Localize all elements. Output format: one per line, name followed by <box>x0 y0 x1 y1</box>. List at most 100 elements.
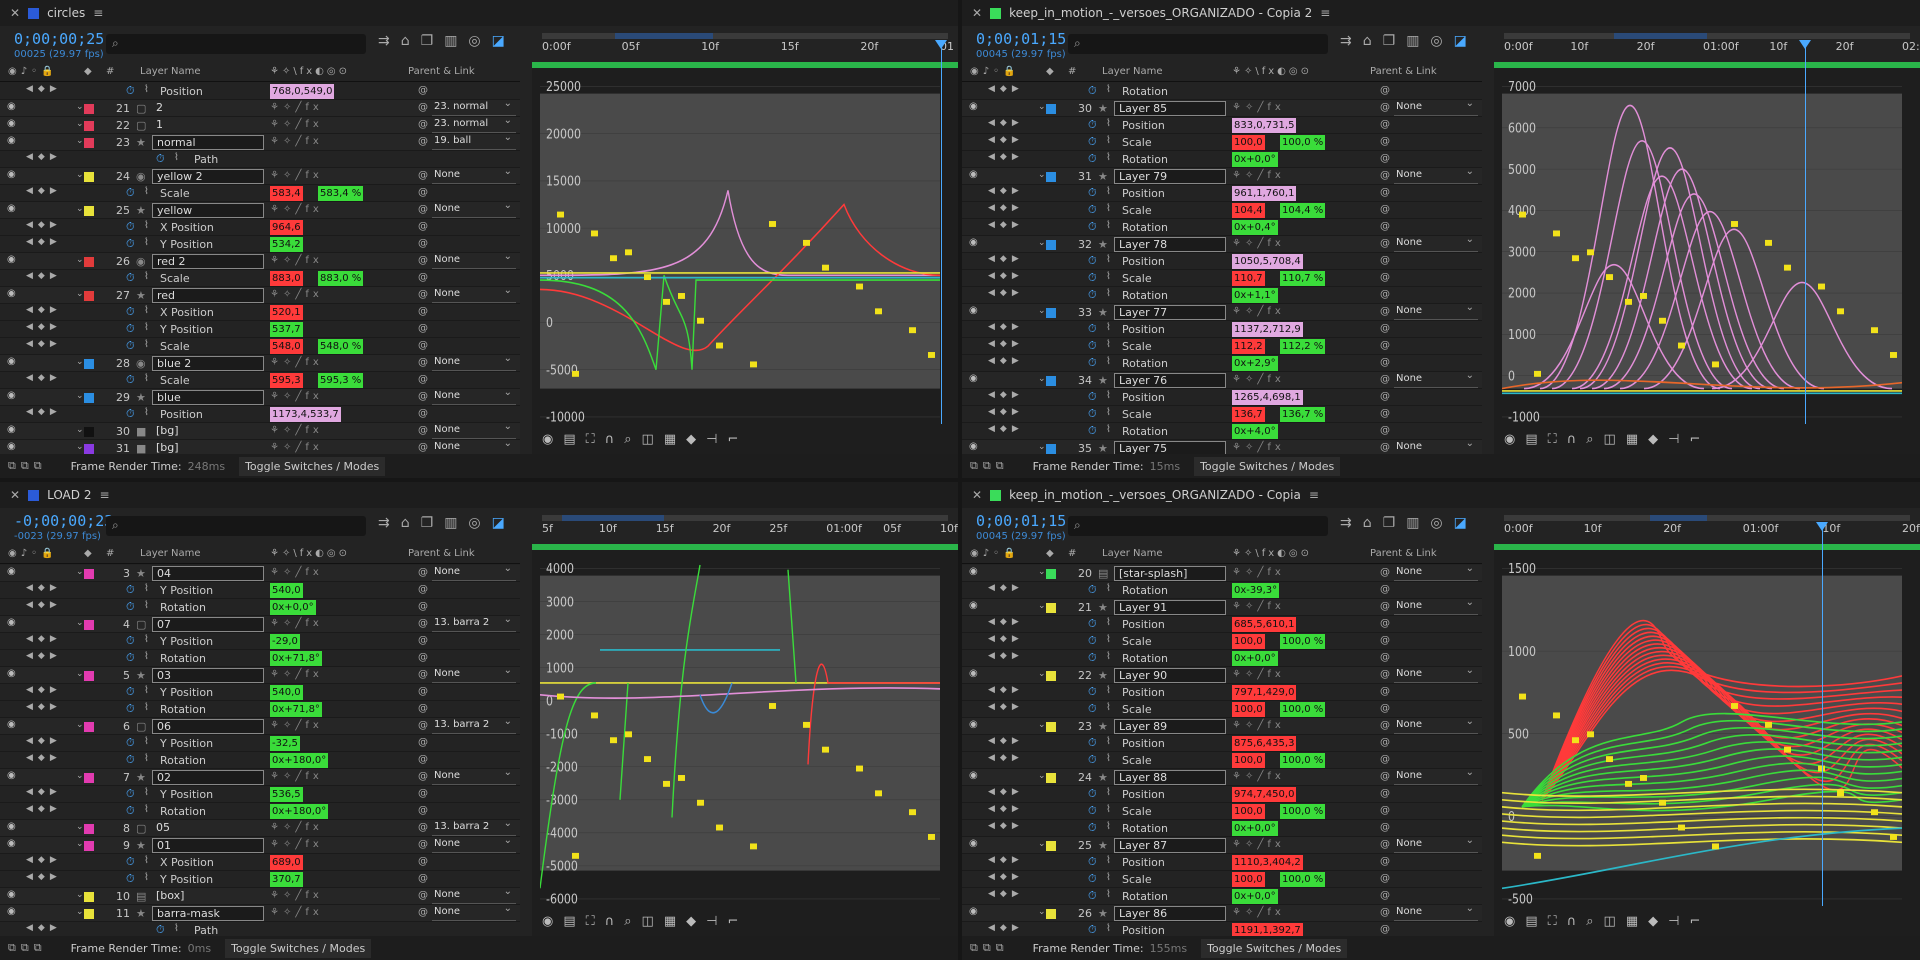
property-row[interactable]: ◀◆▶ ⏱ ⌇ Position 875,6,435,3 @ <box>962 735 1482 752</box>
stopwatch-icon[interactable]: ⏱ <box>1088 186 1097 199</box>
keyframe-nav-icons[interactable]: ◀◆▶ <box>26 152 62 162</box>
twirl-arrow-icon[interactable]: ⌄ <box>76 907 84 917</box>
pick-whip-icon[interactable]: @ <box>418 737 428 748</box>
graph-editor[interactable]: 0:00f 10f 20f 01:00f 10f 20f 02:00f 7000 6000 500… <box>1494 26 1920 454</box>
separate-dimensions-icon[interactable]: ▦ <box>663 913 677 929</box>
pick-whip-icon[interactable]: @ <box>418 187 428 198</box>
parent-dropdown[interactable]: None <box>432 166 516 184</box>
visibility-eye-icon[interactable]: ◉ <box>969 600 981 611</box>
layer-row[interactable]: ◉ ⌄ 20 ▤ [star-splash] ⚘✧╱fx @ None <box>962 565 1482 582</box>
layer-switches-icons[interactable]: ⚘✧╱fx <box>270 618 323 629</box>
keyframe-handle[interactable] <box>750 361 757 368</box>
property-value[interactable]: 0x+0,0° <box>1232 889 1278 904</box>
pick-whip-icon[interactable]: @ <box>418 289 428 300</box>
keyframe-nav-icons[interactable]: ◀◆▶ <box>988 787 1024 797</box>
graph-toggle-icon[interactable]: ⌇ <box>1106 407 1111 418</box>
keyframe-handle[interactable] <box>1553 230 1560 237</box>
current-time-display[interactable]: -0;00;00;23 <box>14 512 114 530</box>
visibility-eye-icon[interactable]: ◉ <box>969 838 981 849</box>
property-value[interactable]: 1191,1,392,7 <box>1232 923 1303 936</box>
parent-dropdown[interactable]: None <box>1394 370 1478 388</box>
status-toggle-icons[interactable]: ⧉⧉⧉ <box>8 459 47 472</box>
layer-label-color[interactable] <box>1046 104 1056 114</box>
graph-toggle-icon[interactable]: ⌇ <box>144 651 149 662</box>
twirl-arrow-icon[interactable]: ⌄ <box>76 391 84 401</box>
keyframe-handle[interactable] <box>1818 283 1825 290</box>
keyframe-nav-icons[interactable]: ◀◆▶ <box>26 787 62 797</box>
layer-name[interactable]: 05 <box>156 821 170 834</box>
layer-label-color[interactable] <box>1046 376 1056 386</box>
keyframe-handle[interactable] <box>856 765 863 772</box>
animation-curve[interactable] <box>1521 748 1903 808</box>
stopwatch-icon[interactable]: ⏱ <box>126 872 135 885</box>
current-time-indicator[interactable] <box>940 40 942 424</box>
visibility-eye-icon[interactable]: ◉ <box>969 668 981 679</box>
keyframe-nav-icons[interactable]: ◀◆▶ <box>26 685 62 695</box>
layer-name[interactable]: Layer 76 <box>1114 373 1226 388</box>
keyframe-handle[interactable] <box>663 780 670 787</box>
pick-whip-icon[interactable]: @ <box>418 686 428 697</box>
parent-dropdown[interactable]: None <box>432 421 516 439</box>
auto-bezier-icon[interactable]: ⌐ <box>727 431 739 447</box>
graph-toggle-icon[interactable]: ⌇ <box>1106 152 1111 163</box>
animation-curve[interactable] <box>1539 104 1721 390</box>
property-value-secondary[interactable]: 100,0 % <box>1280 804 1326 819</box>
property-value-secondary[interactable]: 595,3 % <box>318 373 364 388</box>
layer-switches-icons[interactable]: ⚘✧╱fx <box>270 289 323 300</box>
layer-name[interactable]: yellow 2 <box>152 169 264 184</box>
animation-curve[interactable] <box>1521 790 1903 812</box>
keyframe-nav-icons[interactable]: ◀◆▶ <box>988 583 1024 593</box>
animation-curve[interactable] <box>1541 647 1903 801</box>
keyframe-handle[interactable] <box>1837 308 1844 315</box>
pick-whip-icon[interactable]: @ <box>1380 567 1390 578</box>
pick-whip-icon[interactable]: @ <box>1380 187 1390 198</box>
pick-whip-icon[interactable]: @ <box>1380 289 1390 300</box>
pick-whip-icon[interactable]: @ <box>1380 408 1390 419</box>
twirl-arrow-icon[interactable]: ⌄ <box>76 822 84 832</box>
layer-name[interactable]: Layer 75 <box>1114 441 1226 454</box>
keyframe-handle[interactable] <box>1890 352 1897 358</box>
layer-name[interactable]: blue 2 <box>152 356 264 371</box>
property-row[interactable]: ◀◆▶ ⏱ ⌇ Rotation 0x+180,0° @ <box>0 803 520 820</box>
stopwatch-icon[interactable]: ⏱ <box>1088 702 1097 715</box>
layer-row[interactable]: ◉ ⌄ 33 ★ Layer 77 ⚘✧╱fx @ None <box>962 302 1482 321</box>
time-navigator-range[interactable] <box>1650 515 1707 521</box>
property-value[interactable]: 100,0 <box>1232 872 1265 887</box>
property-value[interactable]: 100,0 <box>1232 135 1265 150</box>
layer-label-color[interactable] <box>84 909 94 919</box>
keyframe-handle[interactable] <box>1519 211 1526 218</box>
layer-name[interactable]: [bg] <box>156 424 179 437</box>
parent-dropdown[interactable]: None <box>432 565 516 581</box>
animation-curve[interactable] <box>1501 816 1903 826</box>
twirl-arrow-icon[interactable]: ⌄ <box>1038 669 1046 679</box>
property-value[interactable]: 1110,3,404,2 <box>1232 855 1303 870</box>
keyframe-nav-icons[interactable]: ◀◆▶ <box>988 356 1024 366</box>
pick-whip-icon[interactable]: @ <box>418 204 428 215</box>
stopwatch-icon[interactable]: ⏱ <box>1088 288 1097 301</box>
graph-toggle-icon[interactable]: ⌇ <box>144 634 149 645</box>
animation-curve[interactable] <box>1541 623 1903 801</box>
parent-dropdown[interactable]: None <box>1394 565 1478 581</box>
keyframe-handle[interactable] <box>1818 765 1825 772</box>
layer-name[interactable]: yellow <box>152 203 264 218</box>
animation-curve[interactable] <box>1501 802 1903 812</box>
keyframe-nav-icons[interactable]: ◀◆▶ <box>988 634 1024 644</box>
animation-curve[interactable] <box>539 564 797 889</box>
layer-row[interactable]: ◉ ⌄ 22 ★ Layer 90 ⚘✧╱fx @ None <box>962 665 1482 684</box>
parent-dropdown[interactable]: 23. normal <box>432 115 516 133</box>
layer-label-color[interactable] <box>84 773 94 783</box>
property-row[interactable]: ◀◆▶ ⏱ ⌇ Position 833,0,731,5 @ <box>962 117 1482 134</box>
time-navigator[interactable] <box>542 33 948 39</box>
pick-whip-icon[interactable]: @ <box>1380 204 1390 215</box>
animation-curve[interactable] <box>1521 719 1903 808</box>
panel-menu-icon[interactable]: ≡ <box>99 488 110 502</box>
graph-editor-icon[interactable]: ◪ <box>1453 515 1467 531</box>
twirl-arrow-icon[interactable]: ⌄ <box>76 669 84 679</box>
layer-switches-icons[interactable]: ⚘✧╱fx <box>1232 669 1285 680</box>
keyframe-nav-icons[interactable]: ◀◆▶ <box>988 872 1024 882</box>
property-row[interactable]: ◀◆▶ ⏱ ⌇ Position 974,7,450,0 @ <box>962 786 1482 803</box>
graph-toggle-icon[interactable]: ⌇ <box>144 186 149 197</box>
pick-whip-icon[interactable]: @ <box>418 771 428 782</box>
graph-toggle-icon[interactable]: ⌇ <box>1106 339 1111 350</box>
keyframe-handle[interactable] <box>1587 731 1594 738</box>
